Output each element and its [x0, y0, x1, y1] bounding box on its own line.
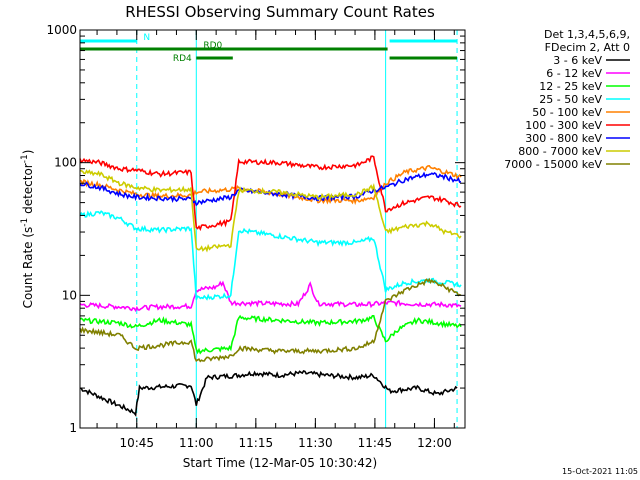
legend-header-0: Det 1,3,4,5,6,9,: [544, 28, 630, 41]
x-axis-label: Start Time (12-Mar-05 10:30:42): [183, 456, 377, 470]
state-label-0: N: [143, 33, 150, 43]
legend-label-5: 100 - 300 keV: [525, 119, 602, 132]
legend: Det 1,3,4,5,6,9,FDecim 2, Att 03 - 6 keV…: [504, 28, 630, 171]
legend-label-3: 25 - 50 keV: [539, 93, 602, 106]
x-tick-label-3: 11:30: [298, 436, 333, 450]
legend-label-1: 6 - 12 keV: [546, 67, 602, 80]
series-line-2: [79, 314, 462, 355]
x-tick-label-5: 12:00: [417, 436, 452, 450]
y-tick-label-3: 1000: [46, 23, 77, 37]
plot-frame: [79, 29, 466, 429]
series-line-0: [79, 370, 458, 418]
legend-label-7: 800 - 7000 keV: [518, 145, 602, 158]
series-line-7: [79, 169, 462, 253]
series-line-3: [79, 210, 462, 301]
state-label-2: RD0: [203, 41, 222, 51]
legend-header-1: FDecim 2, Att 0: [545, 41, 630, 54]
x-tick-label-4: 11:45: [358, 436, 393, 450]
series-line-5: [79, 155, 462, 232]
x-tick-label-2: 11:15: [239, 436, 274, 450]
legend-label-6: 300 - 800 keV: [525, 132, 602, 145]
series-line-8: [79, 277, 462, 363]
chart-title: RHESSI Observing Summary Count Rates: [125, 3, 435, 21]
x-tick-label-1: 11:00: [179, 436, 214, 450]
state-label-4: RD4: [173, 54, 192, 64]
x-tick-label-0: 10:45: [119, 436, 154, 450]
timestamp: 15-Oct-2021 11:05: [562, 467, 638, 476]
legend-label-8: 7000 - 15000 keV: [504, 158, 602, 171]
series-line-1: [79, 280, 462, 313]
y-tick-label-2: 100: [54, 156, 77, 170]
y-axis-label: Count Rate (s-1 detector-1): [20, 150, 35, 309]
legend-label-0: 3 - 6 keV: [553, 54, 602, 67]
y-tick-label-1: 10: [62, 288, 77, 302]
legend-label-4: 50 - 100 keV: [532, 106, 602, 119]
y-tick-label-0: 1: [69, 421, 77, 435]
legend-label-2: 12 - 25 keV: [539, 80, 602, 93]
